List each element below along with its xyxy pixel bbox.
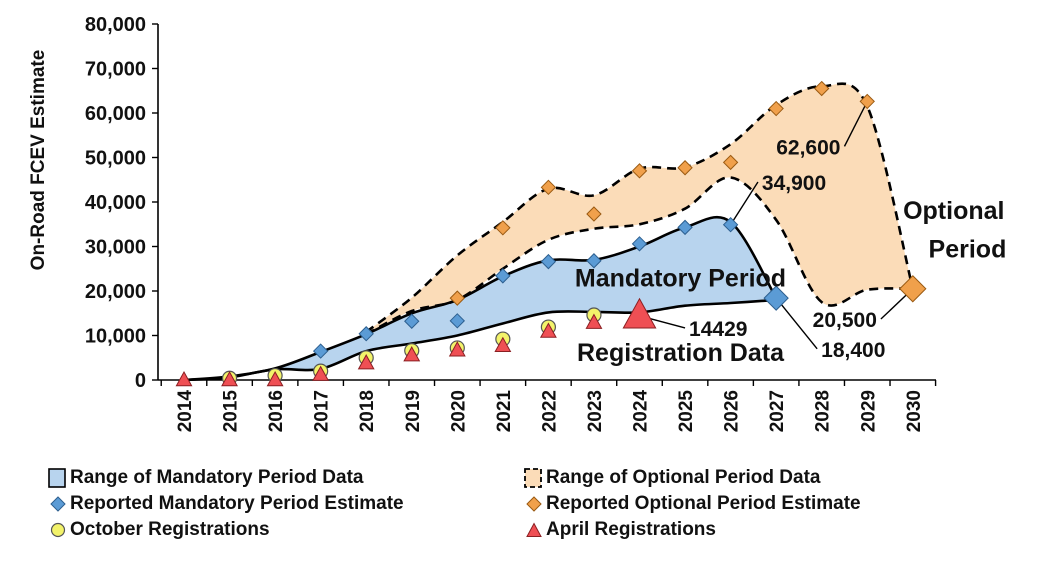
- legend-band-dashed-icon: [524, 468, 542, 488]
- circle-yellow-icon: [50, 522, 66, 538]
- mandatory-estimate-point: [449, 313, 466, 329]
- x-tick-label: 2020: [448, 390, 469, 432]
- legend-label: Reported Optional Period Estimate: [546, 493, 861, 514]
- legend-item-mandatory-estimate: Reported Mandatory Period Estimate: [50, 492, 404, 516]
- mandatory-estimate-point: [404, 313, 420, 329]
- x-tick-label: 2027: [767, 390, 788, 432]
- x-tick-label: 2019: [403, 390, 424, 432]
- y-tick-label: 0: [135, 370, 146, 392]
- callout-label: 18,400: [821, 339, 885, 362]
- april-registration-point: [266, 370, 284, 387]
- x-tick-label: 2024: [631, 390, 652, 433]
- axes: 0 10,000 20,000 30,000 40,000 50,000 60,000 70,…: [85, 14, 937, 433]
- april-registration-point: [585, 313, 603, 329]
- chart-annotation: Mandatory Period: [575, 265, 786, 293]
- x-tick-label: 2030: [904, 390, 925, 432]
- legend-item-mandatory-range: Range of Mandatory Period Data: [48, 466, 364, 490]
- april-registration-point: [494, 336, 512, 352]
- legend-item-optional-estimate: Reported Optional Period Estimate: [526, 492, 861, 516]
- x-tick-label: 2023: [585, 390, 606, 432]
- legend-band-solid-icon: [48, 468, 66, 488]
- y-tick-label: 50,000: [85, 148, 146, 170]
- y-tick-label: 80,000: [85, 14, 146, 36]
- optional-estimate-point: [768, 100, 784, 117]
- optional-estimate-point: [899, 275, 927, 303]
- april-registration-point: [175, 370, 193, 387]
- chart-annotation: Optional: [903, 197, 1004, 225]
- callout-label: 20,500: [813, 309, 877, 332]
- data-markers: [175, 80, 927, 387]
- optional-estimate-point: [677, 160, 693, 176]
- legend-item-optional-range: Range of Optional Period Data: [524, 466, 820, 490]
- x-tick-label: 2029: [858, 390, 879, 432]
- y-tick-label: 40,000: [85, 192, 146, 214]
- diamond-orange-icon: [526, 496, 542, 512]
- mandatory-estimate-point: [631, 236, 648, 252]
- april-registration-point: [448, 341, 466, 357]
- chart-annotation: Period: [929, 236, 1007, 264]
- mandatory-estimate-point: [677, 219, 693, 236]
- triangle-red-icon: [526, 522, 542, 537]
- april-registration-point: [221, 370, 238, 387]
- april-registration-point: [539, 322, 557, 338]
- y-tick-label: 60,000: [85, 103, 146, 125]
- optional-range-upper-line: [365, 82, 915, 333]
- x-tick-label: 2015: [221, 390, 242, 433]
- legend-label: Range of Mandatory Period Data: [70, 467, 364, 488]
- callout-label: 14429: [689, 318, 747, 341]
- mandatory-estimate-point: [312, 343, 329, 359]
- callout-leader: [775, 297, 818, 350]
- optional-estimate-point: [540, 179, 557, 196]
- callout-leader: [843, 101, 868, 147]
- april-registration-point: [403, 346, 421, 362]
- mandatory-estimate-point: [763, 285, 789, 311]
- y-axis-label: On-Road FCEV Estimate: [28, 50, 49, 271]
- diamond-blue-icon: [50, 496, 66, 512]
- mandatory-range-fill: [184, 217, 777, 380]
- legend-item-april: April Registrations: [526, 518, 716, 542]
- optional-estimate-point: [813, 80, 830, 97]
- optional-estimate-point: [586, 206, 602, 222]
- callout-leader: [730, 181, 759, 226]
- x-tick-label: 2016: [266, 390, 287, 432]
- x-tick-label: 2025: [676, 390, 697, 433]
- chart-annotation: Registration Data: [577, 339, 785, 367]
- chart-text: On-Road FCEV Estimate 34,900 62,600 20,500…: [28, 50, 1006, 367]
- legend-label: Range of Optional Period Data: [546, 467, 821, 488]
- optional-estimate-point: [495, 220, 511, 236]
- y-tick-label: 10,000: [85, 326, 146, 348]
- y-tick-label: 30,000: [85, 237, 146, 259]
- x-tick-label: 2028: [813, 390, 834, 432]
- callout-label: 34,900: [762, 172, 826, 195]
- mandatory-estimate-point: [722, 216, 739, 233]
- x-tick-label: 2014: [175, 390, 196, 433]
- y-tick-label: 20,000: [85, 281, 146, 303]
- optional-estimate-point: [722, 154, 739, 171]
- x-tick-label: 2026: [722, 390, 743, 432]
- legend-label: Reported Mandatory Period Estimate: [70, 493, 404, 514]
- callout-label: 62,600: [776, 136, 840, 159]
- x-tick-label: 2022: [539, 390, 560, 432]
- mandatory-estimate-point: [540, 253, 557, 270]
- optional-estimate-point: [631, 163, 648, 179]
- legend-item-october: October Registrations: [50, 518, 270, 542]
- x-tick-label: 2018: [357, 390, 378, 432]
- mandatory-estimate-point: [495, 268, 511, 284]
- y-tick-label: 70,000: [85, 59, 146, 81]
- mandatory-estimate-point: [358, 326, 374, 342]
- optional-range-fill: [366, 83, 913, 335]
- legend-label: April Registrations: [546, 519, 716, 540]
- optional-estimate-point: [859, 93, 875, 110]
- april-registration-point: [312, 365, 330, 381]
- x-tick-label: 2017: [312, 390, 333, 432]
- legend-label: October Registrations: [70, 519, 270, 540]
- mandatory-estimate-point: [586, 253, 602, 269]
- april-registration-point: [622, 297, 657, 329]
- april-registration-point: [357, 354, 375, 370]
- legend: Range of Mandatory Period Data Range of …: [38, 462, 1038, 572]
- fcev-chart: 0 10,000 20,000 30,000 40,000 50,000 60,000 70,…: [28, 14, 1006, 433]
- x-tick-label: 2021: [494, 390, 515, 433]
- optional-estimate-point: [449, 290, 466, 306]
